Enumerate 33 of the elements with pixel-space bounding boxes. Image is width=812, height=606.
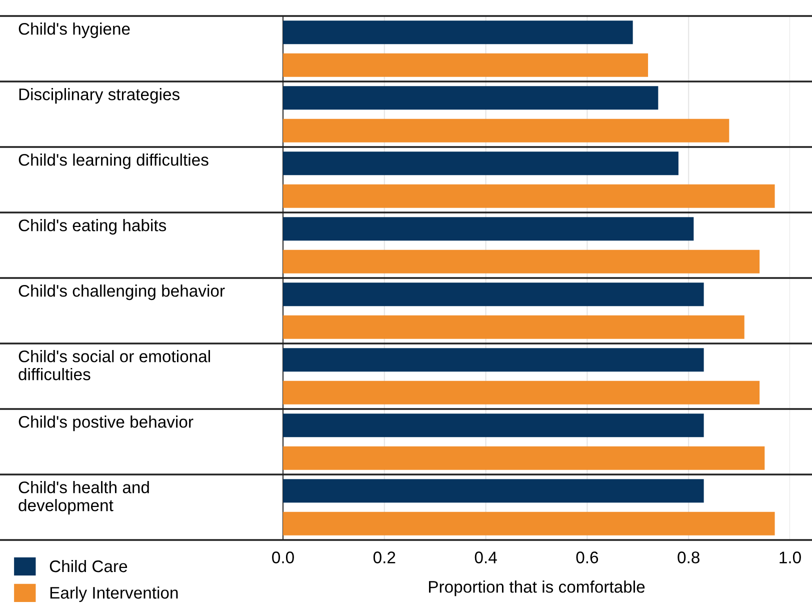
legend-label: Early Intervention	[50, 586, 178, 602]
x-tick-label: 0.4	[474, 552, 497, 564]
bar	[283, 446, 765, 470]
x-tick-label: 1.0	[780, 552, 801, 564]
bar	[283, 53, 648, 77]
bar	[283, 86, 658, 110]
bar	[283, 152, 678, 176]
x-tick-label: 0.6	[576, 552, 598, 564]
x-tick-label: 0.2	[373, 552, 396, 564]
y-tick-label: Child's health and development	[18, 481, 149, 515]
bar	[283, 348, 704, 372]
y-tick-label: Child's eating habits	[18, 219, 166, 235]
bar	[283, 282, 704, 306]
bar	[283, 20, 633, 44]
bar	[283, 380, 760, 404]
y-tick-label: Child's postive behavior	[18, 416, 194, 432]
bar	[283, 414, 704, 438]
x-tick-label: 0.8	[678, 552, 700, 564]
y-tick-label: Child's hygiene	[18, 22, 130, 38]
bar	[283, 512, 775, 536]
y-tick-label: Child's social or emotional difficulties	[18, 350, 210, 380]
bar	[283, 250, 760, 274]
x-axis-title: Proportion that is comfortable	[429, 580, 645, 596]
bar	[283, 118, 730, 142]
bar	[283, 479, 704, 503]
y-tick-label: Child's learning difficulties	[18, 154, 208, 170]
bar	[283, 217, 694, 241]
legend-label: Child Care	[50, 560, 128, 572]
y-tick-label: Child's challenging behavior	[18, 284, 225, 300]
y-tick-label: Disciplinary strategies	[19, 88, 180, 104]
bar	[283, 315, 744, 339]
x-tick-label: 0.0	[272, 552, 294, 564]
bar	[283, 184, 775, 208]
